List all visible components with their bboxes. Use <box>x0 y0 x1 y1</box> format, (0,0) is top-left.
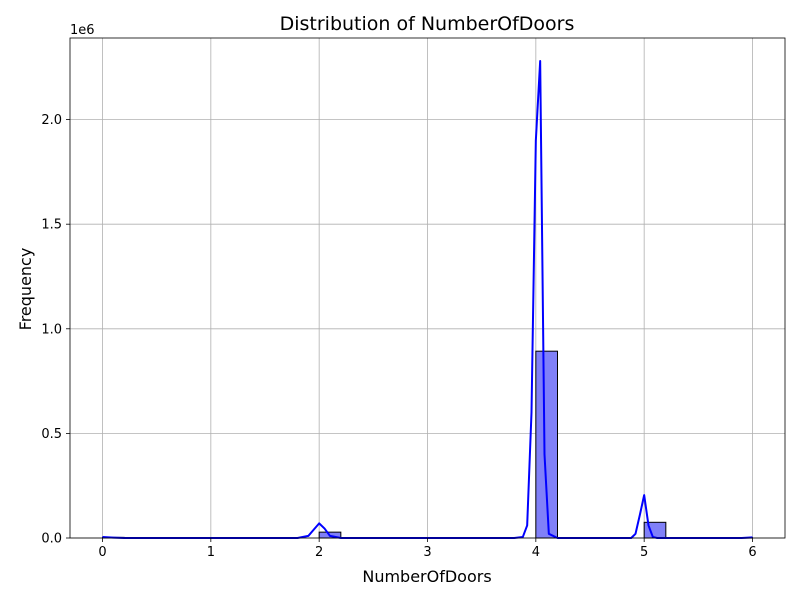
x-tick-label: 4 <box>532 545 540 560</box>
y-tick-label: 1.0 <box>41 322 62 337</box>
chart-title: Distribution of NumberOfDoors <box>280 13 575 35</box>
x-tick-label: 1 <box>207 545 215 560</box>
x-axis-label: NumberOfDoors <box>362 567 491 586</box>
y-tick-label: 0.5 <box>41 427 62 442</box>
y-tick-label: 0.0 <box>41 532 62 547</box>
y-offset-label: 1e6 <box>70 23 95 38</box>
x-tick-label: 0 <box>98 545 106 560</box>
y-tick-label: 1.5 <box>41 218 62 233</box>
kde-line <box>102 60 753 539</box>
x-tick-label: 3 <box>423 545 431 560</box>
grid <box>70 38 785 539</box>
axis-ticks: 0 1 2 3 4 5 6 0.0 0.5 1.0 1.5 2.0 <box>41 113 756 560</box>
x-tick-label: 5 <box>640 545 648 560</box>
x-tick-label: 6 <box>748 545 756 560</box>
kde-curve-group <box>102 60 753 539</box>
y-tick-label: 2.0 <box>41 113 62 128</box>
y-axis-label: Frequency <box>16 248 35 331</box>
x-tick-label: 2 <box>315 545 323 560</box>
